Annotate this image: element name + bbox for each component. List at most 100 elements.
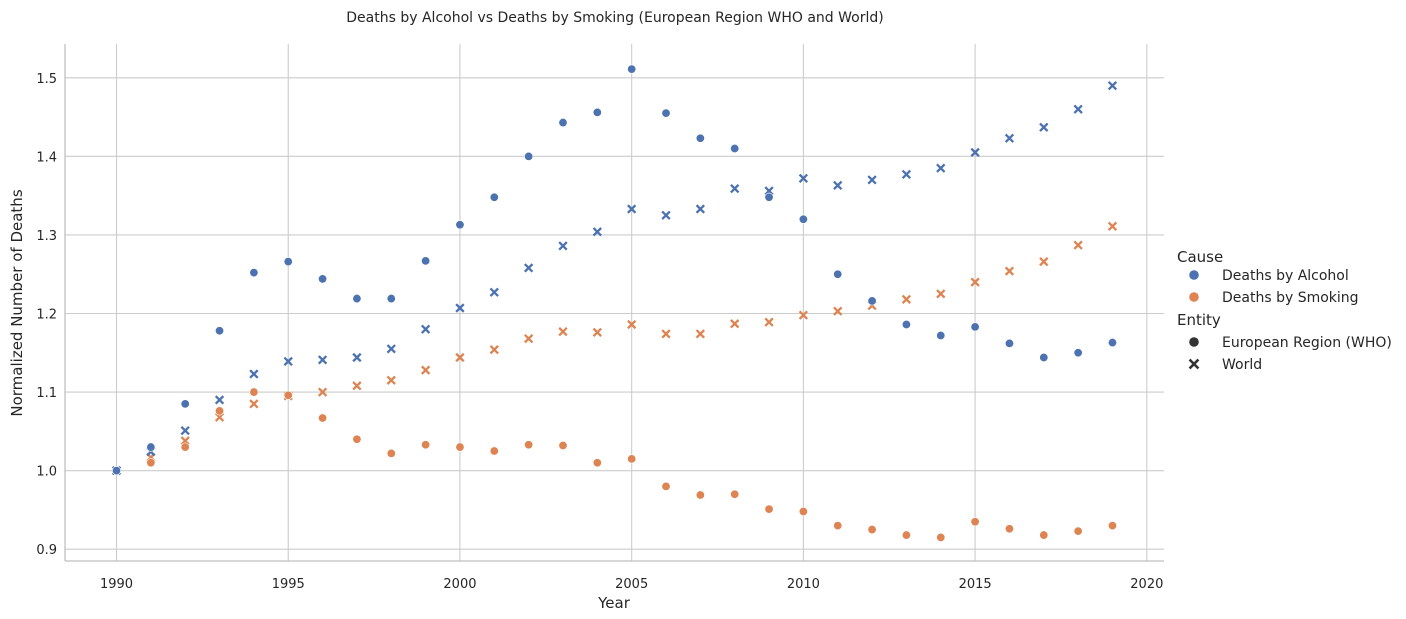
- y-tick-label: 1.4: [36, 150, 57, 165]
- point-smoking-world: [695, 329, 705, 339]
- axes: [64, 44, 1164, 562]
- legend-cause-title: Cause: [1177, 248, 1223, 266]
- point-alcohol-world: [627, 204, 637, 214]
- x-tick-label: 1990: [100, 577, 133, 592]
- point-alcohol-europe: [936, 330, 946, 340]
- y-tick-label: 1.2: [36, 308, 57, 323]
- point-smoking-world: [1107, 221, 1118, 231]
- point-alcohol-world: [180, 425, 190, 436]
- point-alcohol-europe: [558, 118, 568, 128]
- point-alcohol-europe: [215, 326, 225, 336]
- point-smoking-world: [1073, 240, 1083, 250]
- point-alcohol-world: [695, 204, 705, 214]
- legend-item-european-region: European Region (WHO): [1189, 335, 1392, 351]
- grid-lines: [65, 44, 1164, 561]
- point-smoking-europe: [695, 490, 705, 500]
- point-alcohol-europe: [592, 107, 602, 117]
- point-smoking-europe: [352, 434, 362, 444]
- point-smoking-europe: [867, 525, 877, 535]
- point-smoking-world: [627, 319, 637, 330]
- point-smoking-world: [317, 387, 328, 397]
- point-smoking-europe: [627, 454, 637, 464]
- point-smoking-world: [558, 326, 568, 337]
- point-alcohol-europe: [798, 214, 808, 224]
- point-alcohol-europe: [112, 466, 122, 476]
- point-smoking-europe: [558, 440, 568, 450]
- point-smoking-europe: [798, 506, 808, 516]
- y-tick-label: 1.1: [36, 386, 57, 401]
- point-smoking-world: [180, 436, 190, 446]
- point-alcohol-europe: [1073, 348, 1083, 358]
- point-smoking-world: [661, 329, 671, 339]
- legend-smoking-label: Deaths by Smoking: [1222, 290, 1359, 306]
- legend-smoking-marker: [1189, 292, 1199, 302]
- legend-x-marker: [1188, 358, 1200, 370]
- point-smoking-europe: [386, 448, 396, 458]
- point-smoking-world: [386, 375, 396, 385]
- point-alcohol-europe: [352, 294, 362, 304]
- point-alcohol-europe: [489, 192, 499, 202]
- point-alcohol-world: [524, 263, 534, 273]
- point-smoking-europe: [146, 458, 156, 468]
- point-alcohol-world: [1004, 133, 1015, 143]
- point-alcohol-world: [867, 175, 877, 185]
- point-alcohol-world: [1073, 104, 1083, 114]
- point-smoking-world: [936, 289, 946, 299]
- point-smoking-europe: [215, 406, 225, 416]
- point-smoking-world: [249, 399, 259, 409]
- point-alcohol-world: [317, 355, 328, 365]
- point-smoking-europe: [592, 458, 602, 468]
- point-smoking-world: [798, 310, 809, 320]
- chart-title: Deaths by Alcohol vs Deaths by Smoking (…: [346, 10, 883, 26]
- x-axis-label: Year: [597, 594, 631, 612]
- legend-european-region-label: European Region (WHO): [1222, 335, 1392, 351]
- point-smoking-europe: [489, 446, 499, 456]
- legend-circle-marker: [1189, 337, 1199, 347]
- point-alcohol-europe: [283, 257, 293, 267]
- point-smoking-europe: [661, 481, 671, 491]
- legend-alcohol-marker: [1189, 270, 1199, 280]
- point-smoking-world: [833, 306, 843, 316]
- point-smoking-europe: [1039, 530, 1049, 540]
- point-alcohol-world: [798, 173, 809, 183]
- point-alcohol-world: [764, 186, 774, 196]
- point-alcohol-world: [249, 369, 259, 379]
- point-smoking-world: [970, 277, 980, 287]
- point-alcohol-europe: [867, 296, 877, 306]
- x-tick-label: 2005: [615, 577, 648, 592]
- point-alcohol-europe: [180, 399, 190, 409]
- point-smoking-world: [214, 412, 225, 422]
- point-alcohol-europe: [1004, 338, 1014, 348]
- point-alcohol-world: [1107, 81, 1118, 91]
- point-alcohol-world: [455, 303, 465, 313]
- point-alcohol-world: [730, 183, 740, 194]
- y-tick-label: 1.3: [36, 229, 57, 244]
- legend: Cause Deaths by Alcohol Deaths by Smokin…: [1177, 248, 1392, 373]
- point-smoking-europe: [180, 442, 190, 452]
- legend-entity-title: Entity: [1177, 311, 1221, 329]
- point-alcohol-europe: [627, 64, 637, 74]
- point-alcohol-world: [420, 324, 431, 334]
- point-smoking-europe: [455, 442, 465, 452]
- point-smoking-europe: [730, 489, 740, 499]
- x-tick-label: 1995: [272, 577, 305, 592]
- legend-alcohol-label: Deaths by Alcohol: [1222, 268, 1349, 284]
- x-tick-label: 2010: [787, 577, 820, 592]
- x-tick-label: 2000: [443, 577, 476, 592]
- point-alcohol-europe: [1039, 352, 1049, 362]
- point-alcohol-world: [1039, 122, 1049, 132]
- tick-labels: 1990 1995 2000 2005 2010 2015 2020 0.9 1.0 1.1 1.2…: [36, 72, 1163, 592]
- point-alcohol-europe: [970, 322, 980, 332]
- x-tick-label: 2015: [959, 577, 992, 592]
- point-alcohol-world: [901, 169, 912, 180]
- point-smoking-europe: [1073, 526, 1083, 536]
- point-alcohol-europe: [661, 108, 671, 118]
- point-alcohol-europe: [901, 319, 911, 329]
- point-smoking-world: [1004, 266, 1015, 276]
- point-alcohol-europe: [730, 144, 740, 154]
- point-alcohol-world: [558, 241, 568, 251]
- point-smoking-europe: [936, 532, 946, 542]
- point-alcohol-world: [833, 180, 843, 191]
- point-alcohol-europe: [386, 294, 396, 304]
